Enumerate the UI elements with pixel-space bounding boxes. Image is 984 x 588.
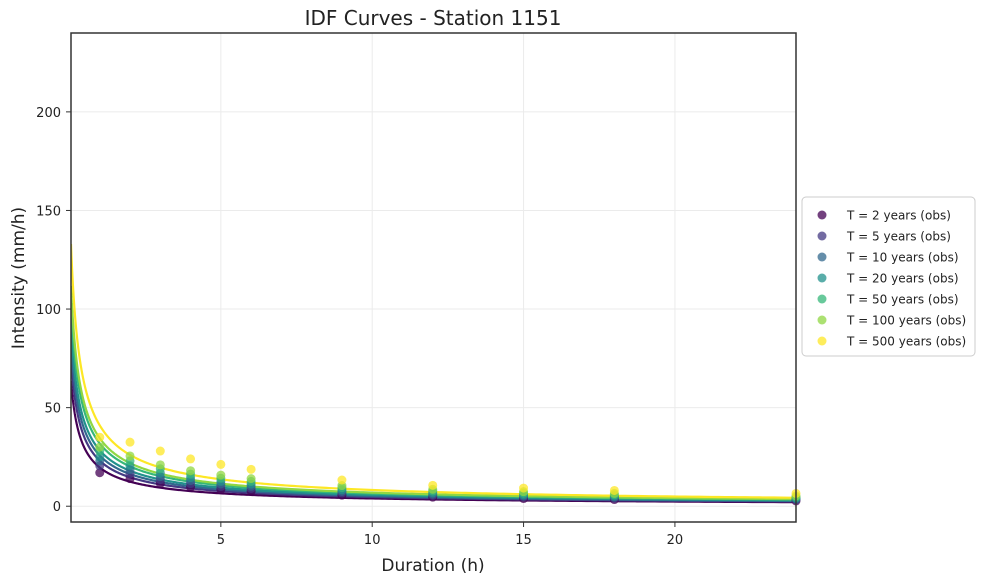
legend-label: T = 10 years (obs) <box>846 251 959 265</box>
legend-label: T = 20 years (obs) <box>846 272 959 286</box>
fit-curve-line <box>71 244 796 499</box>
legend-marker <box>817 210 827 220</box>
observed-point <box>125 451 135 461</box>
legend-entries: T = 2 years (obs) T = 5 years (obs) T = 10… <box>817 209 966 349</box>
y-tick-label: 100 <box>36 303 61 318</box>
y-tick-label: 50 <box>44 402 61 417</box>
plot-frame <box>70 32 797 523</box>
observed-point <box>95 468 105 478</box>
observed-point <box>95 432 105 442</box>
observed-point <box>186 466 196 476</box>
legend-marker <box>817 231 827 241</box>
fit-curve-line <box>71 285 796 501</box>
x-axis-label: Duration (h) <box>381 556 484 576</box>
y-axis-label: Intensity (mm/h) <box>9 207 29 349</box>
observed-point <box>428 480 438 490</box>
observed-point <box>246 464 256 474</box>
y-tick-label: 0 <box>53 500 61 515</box>
x-tick-label: 10 <box>364 533 381 548</box>
observed-point <box>246 474 256 484</box>
legend-marker <box>817 336 827 346</box>
observed-point <box>519 483 529 493</box>
observed-point <box>216 470 226 480</box>
legend-marker <box>817 252 827 262</box>
observed-point <box>125 437 135 447</box>
observed-point <box>155 460 165 470</box>
chart-title: IDF Curves - Station 1151 <box>305 6 562 30</box>
observed-point <box>337 475 347 485</box>
legend-label: T = 500 years (obs) <box>846 335 966 349</box>
x-tick-label: 20 <box>667 533 684 548</box>
observed-point <box>95 442 105 452</box>
legend: T = 2 years (obs) T = 5 years (obs) T = 10… <box>801 196 976 357</box>
legend-label: T = 100 years (obs) <box>846 314 966 328</box>
legend-box <box>801 196 976 357</box>
x-tick-label: 15 <box>515 533 532 548</box>
legend-marker <box>817 273 827 283</box>
observed-point <box>216 459 226 469</box>
x-tick-label: 5 <box>217 533 225 548</box>
observed-points <box>95 432 801 506</box>
observed-point <box>186 454 196 464</box>
observed-point <box>609 485 619 495</box>
grid-lines <box>71 33 796 522</box>
legend-label: T = 5 years (obs) <box>846 230 951 244</box>
legend-marker <box>817 294 827 304</box>
legend-label: T = 50 years (obs) <box>846 293 959 307</box>
y-tick-label: 150 <box>36 204 61 219</box>
legend-label: T = 2 years (obs) <box>846 209 951 223</box>
y-tick-label: 200 <box>36 106 61 121</box>
observed-point <box>155 446 165 456</box>
legend-marker <box>817 315 827 325</box>
